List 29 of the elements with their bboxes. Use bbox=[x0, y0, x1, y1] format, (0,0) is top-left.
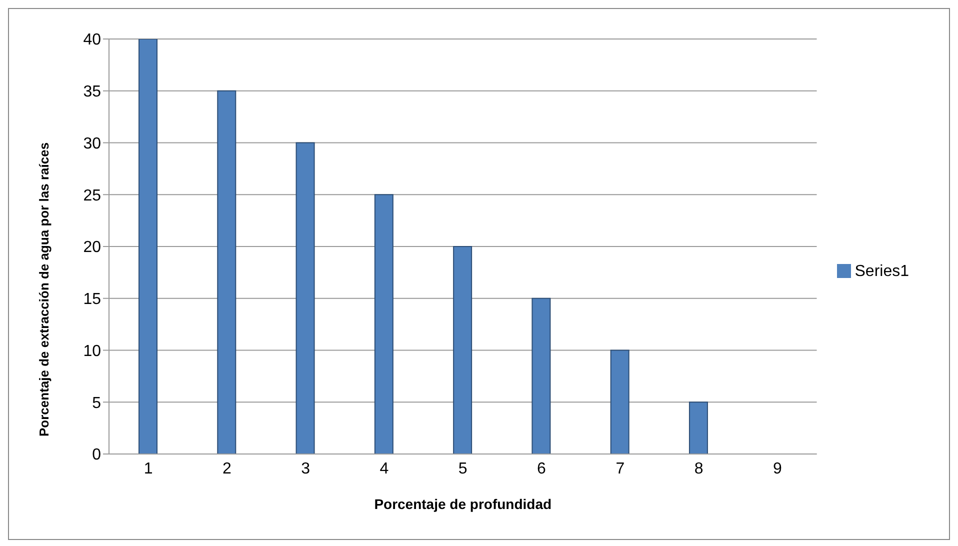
x-tick-label: 1 bbox=[144, 460, 153, 478]
legend-label: Series1 bbox=[854, 262, 909, 280]
x-tick-label: 6 bbox=[537, 460, 546, 478]
bar bbox=[374, 194, 394, 454]
y-tick-label: 15 bbox=[83, 291, 102, 308]
y-tick-label: 5 bbox=[92, 394, 102, 412]
bar bbox=[453, 246, 472, 454]
y-tick-label: 10 bbox=[83, 342, 102, 360]
y-tick-label: 35 bbox=[83, 84, 102, 101]
x-tick-label: 4 bbox=[380, 460, 389, 478]
bar bbox=[688, 402, 708, 454]
x-tick-label: 9 bbox=[772, 460, 782, 478]
x-axis-title: Porcentaje de profundidad bbox=[374, 496, 552, 512]
bar bbox=[296, 142, 315, 454]
x-tick-label: 3 bbox=[301, 460, 310, 478]
y-tick-label: 25 bbox=[83, 187, 102, 204]
y-tick-label: 30 bbox=[83, 135, 102, 152]
x-tick-label: 8 bbox=[694, 460, 704, 478]
y-tick-label: 0 bbox=[92, 446, 102, 464]
y-axis-title: Porcentaje de extracción de agua por las raíces bbox=[36, 142, 52, 436]
bar bbox=[610, 350, 630, 454]
bar bbox=[217, 90, 236, 454]
bar bbox=[532, 298, 551, 454]
x-tick-label: 2 bbox=[222, 460, 232, 478]
y-tick-label: 40 bbox=[83, 32, 102, 49]
x-tick-label: 7 bbox=[616, 460, 625, 478]
x-tick-label: 5 bbox=[458, 460, 468, 478]
bar bbox=[138, 39, 158, 454]
y-tick-label: 20 bbox=[83, 239, 102, 256]
